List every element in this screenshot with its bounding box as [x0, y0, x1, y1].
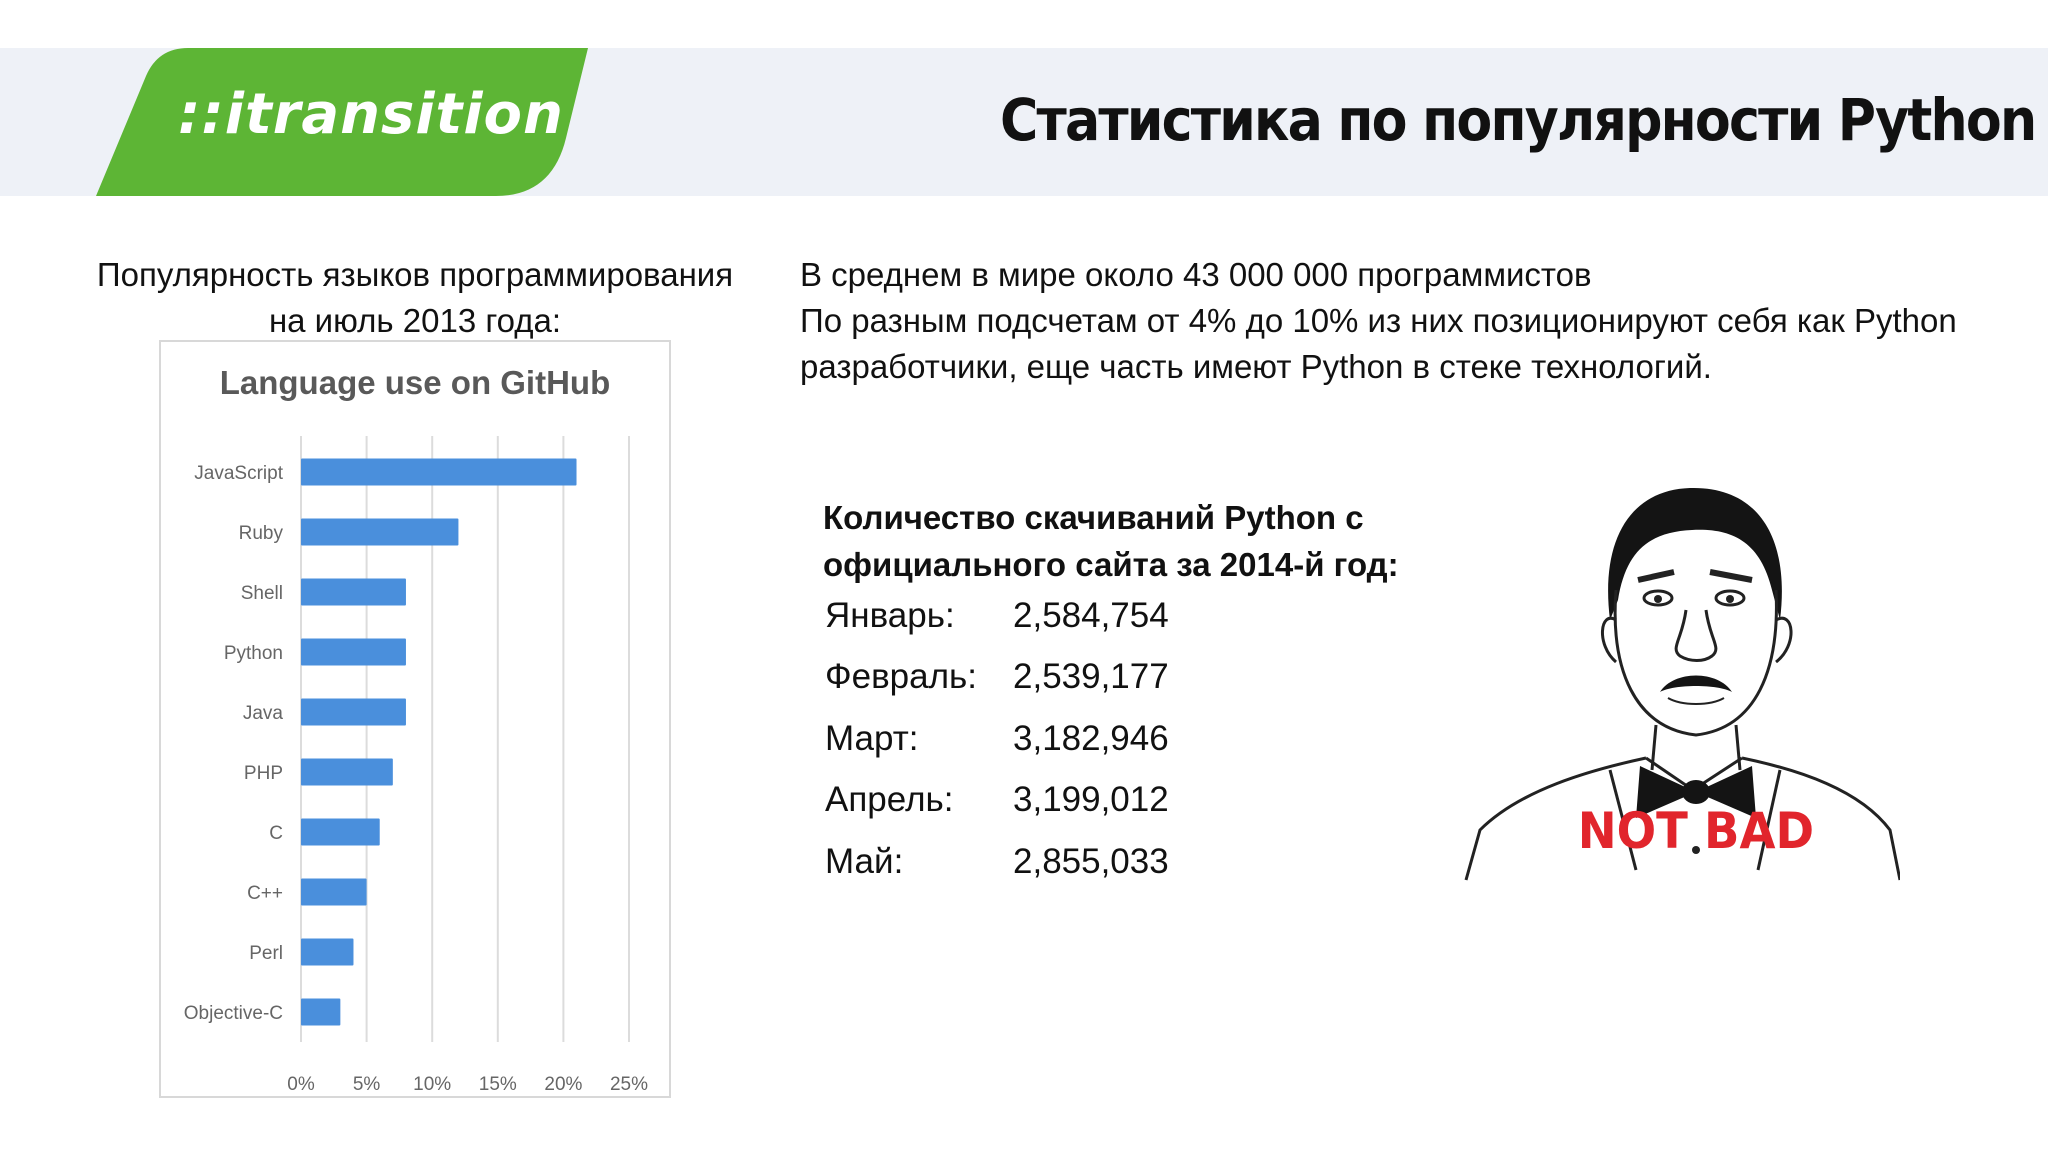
category-label: PHP: [244, 763, 283, 784]
logo-tab: [96, 48, 588, 196]
month-label: Май:: [825, 841, 904, 881]
x-tick-label: 15%: [479, 1074, 517, 1095]
category-label: Objective-C: [184, 1003, 283, 1024]
category-label: JavaScript: [194, 463, 283, 484]
download-count: 2,584,754: [1013, 595, 1169, 635]
bar: [301, 758, 393, 786]
x-tick-label: 20%: [544, 1074, 582, 1095]
chart-caption: Популярность языков программирования на …: [60, 252, 770, 344]
downloads-row: Февраль: 2,539,177: [825, 647, 1169, 709]
downloads-row: Март: 3,182,946: [825, 708, 1169, 770]
download-count: 2,855,033: [1013, 841, 1169, 881]
download-count: 2,539,177: [1013, 657, 1169, 697]
month-label: Февраль:: [825, 657, 977, 697]
not-bad-meme-illustration: [1464, 487, 1900, 881]
meme-suit: [1464, 756, 1647, 881]
x-tick-label: 25%: [610, 1074, 648, 1095]
downloads-title: Количество скачиваний Python с официальн…: [823, 494, 1463, 588]
month-label: Апрель:: [825, 780, 954, 820]
chart-caption-line-2: на июль 2013 года:: [268, 302, 562, 339]
category-label: C++: [247, 883, 283, 904]
intro-line-2: По разным подсчетам от 4% до 10% из них …: [800, 302, 1957, 339]
bar: [301, 938, 354, 966]
downloads-title-line-1: Количество скачиваний Python с: [823, 499, 1364, 536]
category-label: Java: [243, 703, 284, 724]
bar: [301, 638, 406, 666]
not-bad-caption: NOT BAD: [1577, 802, 1815, 860]
bar: [301, 458, 577, 486]
github-language-bar-chart: Language use on GitHub 0% 5% 10% 15% 20% 25% Ja…: [184, 364, 648, 1095]
chart-frame: Language use on GitHub 0% 5% 10% 15% 20% 25% Ja…: [159, 340, 671, 1098]
x-tick-label: 0%: [287, 1074, 315, 1095]
downloads-row: Апрель: 3,199,012: [825, 770, 1169, 832]
month-label: Март:: [825, 718, 919, 758]
category-label: Shell: [241, 583, 283, 604]
x-tick-label: 10%: [413, 1074, 451, 1095]
chart-title: Language use on GitHub: [220, 364, 611, 401]
meme-face: [1613, 589, 1778, 737]
bar: [301, 698, 406, 726]
downloads-table: Январь: 2,584,754 Февраль: 2,539,177 Мар…: [825, 585, 1169, 893]
chart-caption-line-1: Популярность языков программирования: [96, 256, 734, 293]
intro-text: В среднем в мире около 43 000 000 програ…: [800, 252, 2040, 390]
downloads-title-line-2: официального сайта за 2014-й год:: [823, 546, 1399, 583]
category-label: Python: [224, 643, 283, 664]
download-count: 3,182,946: [1013, 718, 1169, 758]
bar: [301, 578, 406, 606]
category-label: Perl: [249, 943, 283, 964]
bar: [301, 998, 341, 1026]
month-label: Январь:: [825, 595, 955, 635]
bar: [301, 818, 380, 846]
meme-mouth: [1660, 675, 1732, 692]
meme-hair: [1608, 487, 1782, 620]
bar: [301, 878, 367, 906]
bar: [301, 518, 459, 546]
intro-line-1: В среднем в мире около 43 000 000 програ…: [800, 256, 1592, 293]
page-title: Статистика по популярности Python: [1000, 86, 2037, 154]
category-label: Ruby: [239, 523, 284, 544]
download-count: 3,199,012: [1013, 780, 1169, 820]
intro-line-3: разработчики, еще часть имеют Python в с…: [800, 348, 1712, 385]
downloads-row: Январь: 2,584,754: [825, 585, 1169, 647]
downloads-row: Май: 2,855,033: [825, 831, 1169, 893]
itransition-logo: ::itransition: [178, 82, 564, 147]
x-tick-label: 5%: [353, 1074, 381, 1095]
category-label: C: [269, 823, 283, 844]
